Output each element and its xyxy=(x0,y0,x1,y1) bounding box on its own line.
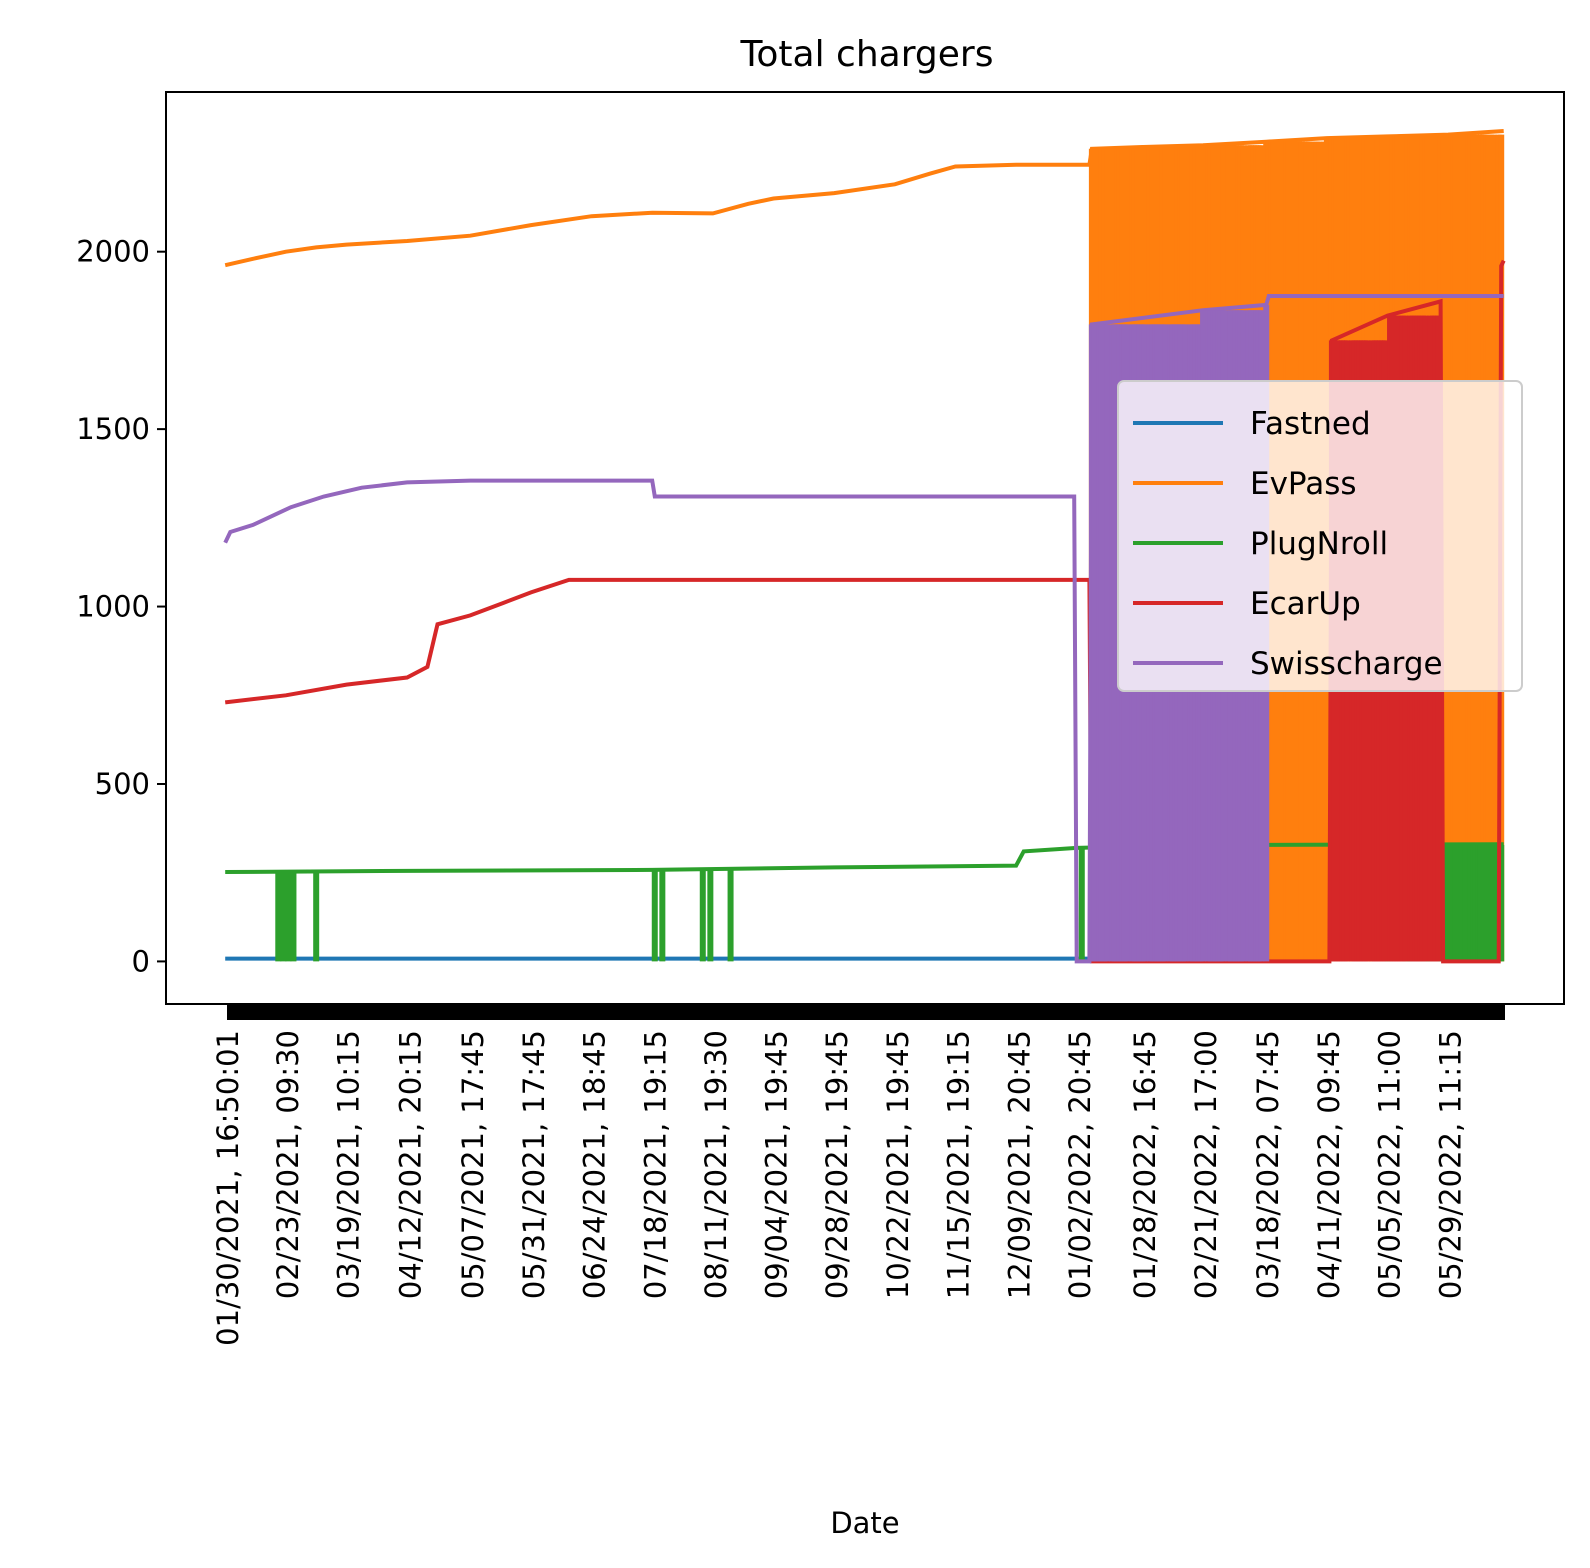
x-tick-label: 01/30/2021, 16:50:01 xyxy=(211,1030,245,1346)
x-tick-label: 05/31/2021, 17:45 xyxy=(517,1030,551,1299)
y-tick-label: 0 xyxy=(132,944,150,978)
x-tick-label: 04/11/2022, 09:45 xyxy=(1312,1030,1346,1299)
x-tick-label: 06/24/2021, 18:45 xyxy=(578,1030,612,1299)
legend-box xyxy=(1117,380,1523,692)
x-tick-label: 09/04/2021, 19:45 xyxy=(760,1030,794,1299)
chart-title: Total chargers xyxy=(740,34,994,75)
series-line-evpass xyxy=(224,129,1504,268)
x-tick-label: 12/09/2021, 20:45 xyxy=(1002,1030,1036,1299)
x-axis-label: Date xyxy=(830,1506,899,1540)
legend-label: PlugNroll xyxy=(1250,526,1388,562)
x-tick-label: 04/12/2021, 20:15 xyxy=(393,1030,427,1299)
y-tick-label: 1000 xyxy=(76,590,150,624)
x-tick-label: 01/02/2022, 20:45 xyxy=(1063,1030,1097,1299)
legend-item-swisscharge: Swisscharge xyxy=(1133,646,1443,682)
x-tick-label: 01/28/2022, 16:45 xyxy=(1128,1030,1162,1299)
legend-label: EcarUp xyxy=(1250,586,1361,622)
x-tick-label: 05/05/2022, 11:00 xyxy=(1373,1030,1407,1299)
x-tick-label: 02/21/2022, 17:00 xyxy=(1189,1030,1223,1299)
legend-item-fastned: Fastned xyxy=(1133,406,1371,442)
legend-label: Fastned xyxy=(1250,406,1371,442)
legend-item-plugnroll: PlugNroll xyxy=(1133,526,1388,562)
x-tick-label: 09/28/2021, 19:45 xyxy=(820,1030,854,1299)
x-tick-label: 10/22/2021, 19:45 xyxy=(881,1030,915,1299)
x-tick-label: 03/19/2021, 10:15 xyxy=(332,1030,366,1299)
legend: Fastned EvPass PlugNroll EcarUp Swisscharge xyxy=(1117,380,1523,692)
legend-item-evpass: EvPass xyxy=(1133,466,1357,502)
legend-label: EvPass xyxy=(1250,466,1357,502)
x-tick-label: 11/15/2021, 19:15 xyxy=(941,1030,975,1299)
x-tick-label: 08/11/2021, 19:30 xyxy=(699,1030,733,1299)
x-tick-label: 02/23/2021, 09:30 xyxy=(271,1030,305,1299)
legend-label: Swisscharge xyxy=(1250,646,1443,682)
y-axis: 0 500 1000 1500 2000 xyxy=(76,235,166,978)
y-tick-label: 1500 xyxy=(76,412,150,446)
x-tick-label: 05/29/2022, 11:15 xyxy=(1433,1030,1467,1299)
y-tick-label: 2000 xyxy=(76,235,150,269)
x-tick-label: 07/18/2021, 19:15 xyxy=(638,1030,672,1299)
series-line-ecarup xyxy=(224,259,1506,964)
legend-item-ecarup: EcarUp xyxy=(1133,586,1361,622)
y-tick-label: 500 xyxy=(95,767,150,801)
series-line-swisscharge xyxy=(223,294,1504,964)
x-tick-label: 03/18/2022, 07:45 xyxy=(1251,1030,1285,1299)
x-tick-band xyxy=(227,1004,1505,1020)
x-tick-label: 05/07/2021, 17:45 xyxy=(456,1030,490,1299)
x-axis: 01/30/2021, 16:50:01 02/23/2021, 09:30 03/… xyxy=(211,1030,1467,1346)
